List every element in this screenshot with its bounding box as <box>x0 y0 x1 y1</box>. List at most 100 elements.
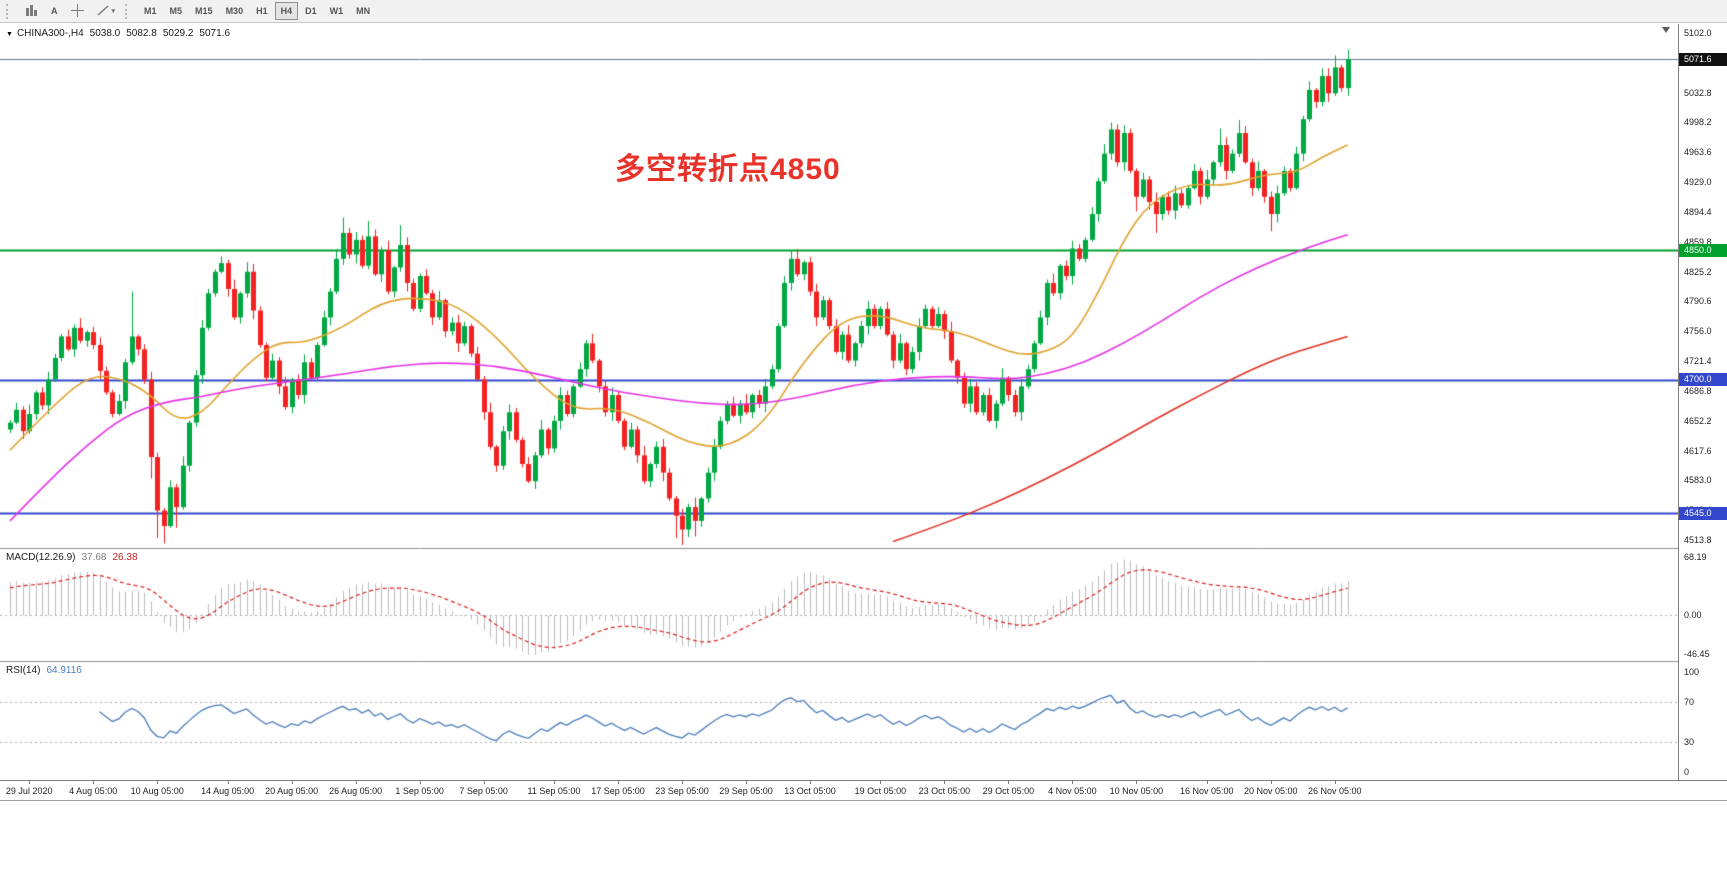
symbol-info: ▼ CHINA300-,H4 5038.0 5082.8 5029.2 5071.6 <box>6 28 236 39</box>
time-axis-tick <box>93 781 94 784</box>
time-axis-tick <box>356 781 357 784</box>
time-axis-label: 13 Oct 05:00 <box>784 786 836 796</box>
price-axis-label: 4756.0 <box>1684 326 1712 337</box>
price-axis-label: 4513.8 <box>1684 535 1712 546</box>
rsi-name: RSI(14) <box>6 665 41 676</box>
time-axis-label: 23 Sep 05:00 <box>655 786 709 796</box>
timeframe-button-h4[interactable]: H4 <box>274 2 299 20</box>
macd-axis-label: -46.45 <box>1684 649 1710 659</box>
time-axis-label: 11 Sep 05:00 <box>527 786 581 796</box>
time-axis-label: 4 Aug 05:00 <box>69 786 118 796</box>
time-axis-tick <box>484 781 485 784</box>
timeframe-button-w1[interactable]: W1 <box>324 2 350 20</box>
timeframe-button-d1[interactable]: D1 <box>299 2 323 20</box>
time-axis-tick <box>1271 781 1272 784</box>
time-axis-label: 7 Sep 05:00 <box>459 786 508 796</box>
price-axis-label: 4617.6 <box>1684 445 1712 456</box>
time-axis[interactable]: 29 Jul 2020 4 Aug 05:00 10 Aug 05:00 14 Aug… <box>0 780 1727 801</box>
timeframe-button-m30[interactable]: M30 <box>220 2 250 20</box>
time-axis-label: 10 Nov 05:00 <box>1109 786 1164 796</box>
time-axis-label: 26 Nov 05:00 <box>1308 786 1362 796</box>
timeframe-group: M1 M5 M15 M30 H1 H4 D1 W1 MN <box>138 2 376 20</box>
time-axis-label: 29 Jul 2020 <box>5 786 53 796</box>
time-axis-tick <box>157 781 158 784</box>
time-axis-label: 20 Nov 05:00 <box>1244 786 1298 796</box>
rsi-indicator-label: RSI(14) 64.9116 <box>6 665 88 676</box>
macd-axis-label: 68.19 <box>1684 552 1707 562</box>
price-badge-5071.6: 5071.6 <box>1679 52 1727 66</box>
time-axis-tick <box>682 781 683 784</box>
time-axis-tick <box>29 781 30 784</box>
chart-annotation[interactable]: 多空转折点4850 <box>615 153 841 186</box>
time-axis-tick <box>554 781 555 784</box>
price-axis-label: 4686.8 <box>1684 385 1712 396</box>
macd-name: MACD(12.26.9) <box>6 552 76 563</box>
rsi-axis-label: 0 <box>1684 767 1690 777</box>
time-axis-label: 29 Sep 05:00 <box>719 786 773 796</box>
rsi-axis-label: 30 <box>1684 737 1695 747</box>
time-axis-tick <box>420 781 421 784</box>
time-axis-label: 29 Oct 05:00 <box>982 786 1035 796</box>
time-axis-label: 1 Sep 05:00 <box>395 786 444 796</box>
time-axis-label: 26 Aug 05:00 <box>329 786 383 796</box>
collapse-triangle-icon[interactable]: ▼ <box>6 31 13 38</box>
timeframe-button-m15[interactable]: M15 <box>189 2 219 20</box>
price-axis-label: 5102.0 <box>1684 27 1712 38</box>
top-toolbar: A ▾ M1 M5 M15 M30 H1 H4 D1 W1 MN <box>0 0 1727 23</box>
price-axis[interactable]: 5102.05067.45032.84998.24963.64929.04894… <box>1678 24 1727 780</box>
time-axis-label: 4 Nov 05:00 <box>1048 786 1097 796</box>
crosshair-icon <box>70 3 84 19</box>
price-axis-label: 4929.0 <box>1684 177 1712 188</box>
ohlc-low: 5029.2 <box>162 28 194 39</box>
symbol-period-label: CHINA300-,H4 <box>16 28 84 39</box>
rsi-axis-label: 100 <box>1684 667 1700 677</box>
ohlc-high: 5082.8 <box>126 28 157 39</box>
timeframe-button-h1[interactable]: H1 <box>250 2 274 20</box>
rsi-axis-label: 70 <box>1684 697 1695 707</box>
time-axis-label: 14 Aug 05:00 <box>201 786 255 796</box>
time-axis-label: 16 Nov 05:00 <box>1180 786 1234 796</box>
trendline-icon <box>96 4 110 19</box>
price-badge-4850.0: 4850.0 <box>1679 243 1727 257</box>
price-axis-label: 4652.2 <box>1684 415 1712 426</box>
rsi-value: 64.9116 <box>46 665 82 676</box>
timeframe-button-m5[interactable]: M5 <box>164 2 189 20</box>
ohlc-close: 5071.6 <box>199 28 231 39</box>
time-axis-tick <box>1008 781 1009 784</box>
toolbar-drag-handle[interactable] <box>125 3 132 19</box>
chart-area: ▼ CHINA300-,H4 5038.0 5082.8 5029.2 5071.6 多空… <box>0 24 1727 801</box>
text-tool-button[interactable]: A <box>45 2 64 20</box>
time-axis-tick <box>810 781 811 784</box>
crosshair-button[interactable] <box>65 2 90 20</box>
chevron-down-icon: ▾ <box>111 8 116 15</box>
price-axis-label: 4825.2 <box>1684 266 1712 277</box>
price-axis-label: 5032.8 <box>1684 87 1712 98</box>
chart-type-button[interactable] <box>19 2 44 20</box>
chart-shift-marker-icon <box>1662 27 1670 33</box>
time-axis-tick <box>944 781 945 784</box>
time-axis-tick <box>746 781 747 784</box>
time-axis-tick <box>228 781 229 784</box>
macd-axis-label: 0.00 <box>1684 609 1702 620</box>
timeframe-button-mn[interactable]: MN <box>350 2 376 20</box>
price-axis-label: 4790.6 <box>1684 296 1712 307</box>
time-axis-label: 17 Sep 05:00 <box>591 786 645 796</box>
toolbar-drag-handle[interactable] <box>6 3 13 19</box>
time-axis-tick <box>618 781 619 784</box>
price-badge-4545.0: 4545.0 <box>1679 506 1727 520</box>
time-axis-tick <box>1207 781 1208 784</box>
price-chart-canvas[interactable] <box>0 24 1678 780</box>
time-axis-tick <box>880 781 881 784</box>
price-axis-label: 4721.4 <box>1684 356 1712 367</box>
bar-chart-icon <box>25 4 38 19</box>
trendline-tool-button[interactable]: ▾ <box>91 2 122 20</box>
price-axis-label: 4963.6 <box>1684 147 1712 158</box>
time-axis-tick <box>1335 781 1336 784</box>
macd-value: 37.68 <box>81 552 107 563</box>
macd-signal-value: 26.38 <box>112 552 138 563</box>
timeframe-button-m1[interactable]: M1 <box>138 2 163 20</box>
time-axis-label: 23 Oct 05:00 <box>918 786 971 796</box>
macd-indicator-label: MACD(12.26.9) 37.68 26.38 <box>6 552 144 563</box>
time-axis-label: 20 Aug 05:00 <box>265 786 319 796</box>
